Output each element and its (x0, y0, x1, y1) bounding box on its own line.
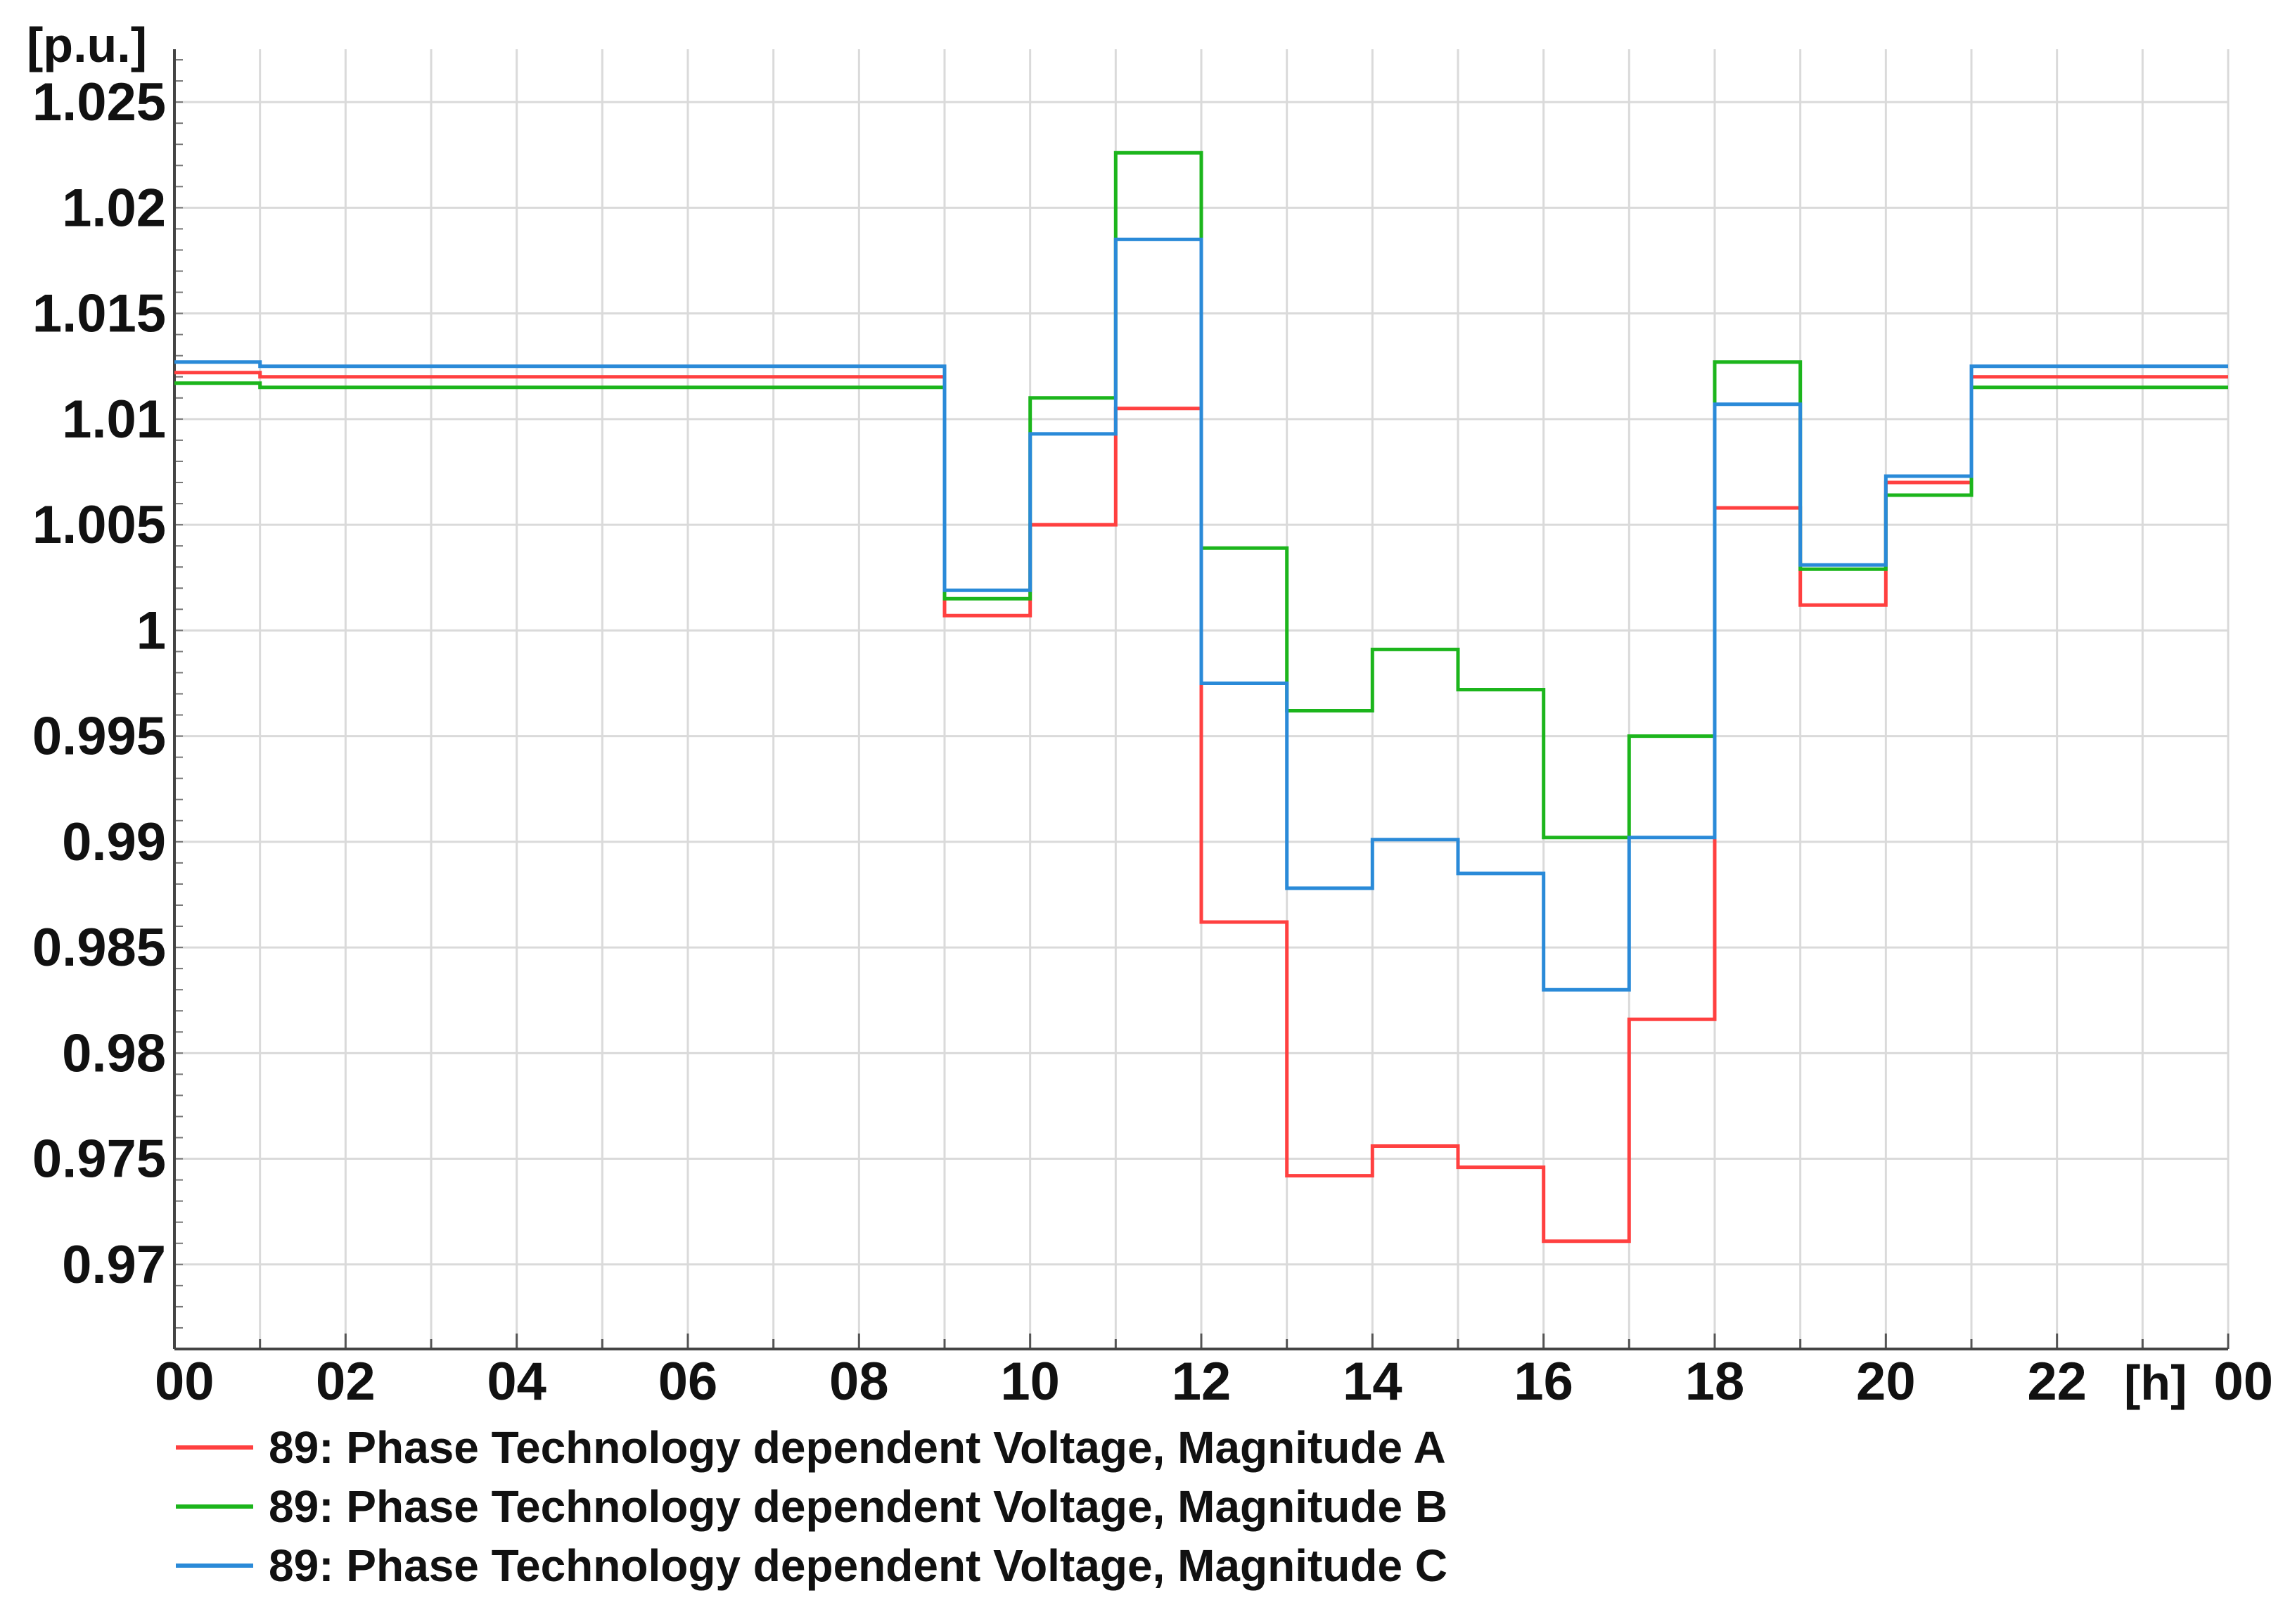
y-tick-label: 1.015 (32, 284, 166, 344)
y-tick-label: 1.01 (62, 390, 166, 449)
legend-label-c: 89: Phase Technology dependent Voltage, … (269, 1540, 1447, 1591)
legend-label-a: 89: Phase Technology dependent Voltage, … (269, 1422, 1446, 1473)
y-tick-label: 0.985 (32, 918, 166, 978)
legend: 89: Phase Technology dependent Voltage, … (176, 1422, 1447, 1591)
y-tick-label: 0.975 (32, 1130, 166, 1189)
y-tick-label: 1.025 (32, 72, 166, 132)
tick-labels: 1.025 1.02 1.015 1.01 1.005 1 0.995 0.99 0.985 0.… (32, 72, 2273, 1412)
legend-label-b: 89: Phase Technology dependent Voltage, … (269, 1481, 1447, 1532)
y-tick-label: 0.98 (62, 1023, 166, 1083)
x-tick-label: 02 (316, 1352, 376, 1412)
series-line-a (174, 371, 2228, 1243)
x-tick-label: 00 (2213, 1352, 2273, 1412)
y-axis-unit-label: [p.u.] (27, 18, 147, 72)
x-tick-label: 18 (1685, 1352, 1745, 1412)
x-tick-label: 04 (487, 1352, 546, 1412)
x-tick-label: 14 (1343, 1352, 1402, 1412)
y-tick-label: 1.02 (62, 178, 166, 238)
series-line-c (174, 237, 2228, 992)
x-tick-label: 20 (1856, 1352, 1916, 1412)
x-tick-label: 06 (658, 1352, 718, 1412)
series-group (174, 151, 2228, 1243)
y-tick-label: 0.99 (62, 812, 166, 872)
y-tick-label: 1 (136, 601, 166, 660)
y-tick-label: 1.005 (32, 495, 166, 555)
axes (173, 49, 2230, 1350)
x-tick-label: 16 (1514, 1352, 1573, 1412)
x-tick-label: 10 (1000, 1352, 1060, 1412)
x-tick-label: 00 (155, 1352, 215, 1412)
x-tick-label: 22 (2027, 1352, 2087, 1412)
x-tick-label: 12 (1172, 1352, 1232, 1412)
y-tick-label: 0.995 (32, 707, 166, 767)
x-axis-unit-label: [h] (2124, 1355, 2187, 1410)
x-tick-label: 08 (829, 1352, 889, 1412)
y-tick-label: 0.97 (62, 1235, 166, 1295)
